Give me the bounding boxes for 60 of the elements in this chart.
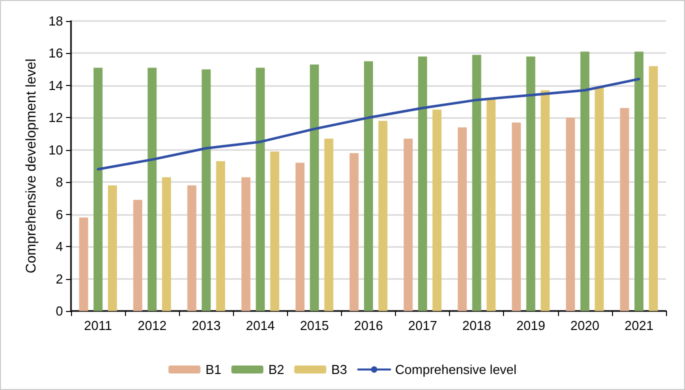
bar <box>486 98 496 311</box>
legend-label: Comprehensive level <box>395 362 517 377</box>
x-tick-label: 2015 <box>300 318 329 333</box>
bar <box>620 108 630 311</box>
bar <box>108 185 117 311</box>
y-tick-label: 12 <box>48 110 63 126</box>
legend-label: B3 <box>331 362 348 377</box>
bar <box>187 185 196 311</box>
bar <box>133 200 142 311</box>
bar <box>472 54 482 311</box>
bar <box>94 68 103 311</box>
bar <box>310 64 319 311</box>
y-axis-title: Comprehensive development level <box>22 58 39 274</box>
bar <box>148 68 157 311</box>
x-tick-label: 2021 <box>624 318 654 333</box>
y-tick-label: 4 <box>56 239 63 254</box>
bar <box>566 118 575 311</box>
bar <box>202 69 211 311</box>
bar <box>216 161 226 311</box>
y-tick-label: 8 <box>56 174 63 190</box>
bar <box>270 152 280 311</box>
x-tick-label: 2019 <box>516 318 546 333</box>
bar <box>256 68 265 311</box>
bar <box>432 110 442 311</box>
bar <box>324 138 334 311</box>
y-tick-label: 6 <box>56 206 63 222</box>
bar <box>79 218 88 311</box>
bar <box>350 153 359 311</box>
legend-label: B1 <box>205 362 222 377</box>
bar <box>458 127 467 311</box>
x-tick-label: 2018 <box>462 318 492 333</box>
x-tick-label: 2011 <box>84 318 112 333</box>
legend-label: B2 <box>268 362 284 377</box>
bar <box>648 66 658 311</box>
bar <box>364 61 373 311</box>
bar <box>580 52 590 311</box>
bar <box>634 52 644 311</box>
bar <box>378 120 388 311</box>
bar <box>296 162 305 311</box>
bar <box>512 122 521 311</box>
bar <box>540 90 550 311</box>
y-tick-label: 2 <box>56 271 63 286</box>
x-tick-label: 2013 <box>192 318 221 333</box>
bar <box>526 56 536 311</box>
y-tick-label: 0 <box>56 304 63 318</box>
y-tick-label: 14 <box>48 78 63 93</box>
x-tick-label: 2012 <box>138 318 167 333</box>
x-tick-label: 2016 <box>354 318 383 333</box>
y-tick-label: 16 <box>48 46 63 61</box>
x-tick-label: 2020 <box>570 318 600 333</box>
x-tick-label: 2017 <box>408 318 438 333</box>
bar <box>594 87 604 311</box>
bar <box>241 177 250 311</box>
bar <box>418 56 428 311</box>
x-tick-label: 2014 <box>246 318 275 333</box>
y-tick-label: 18 <box>48 14 63 28</box>
line-series <box>96 78 640 170</box>
bar <box>162 177 172 311</box>
bar <box>404 138 413 311</box>
y-tick-label: 10 <box>48 142 63 158</box>
